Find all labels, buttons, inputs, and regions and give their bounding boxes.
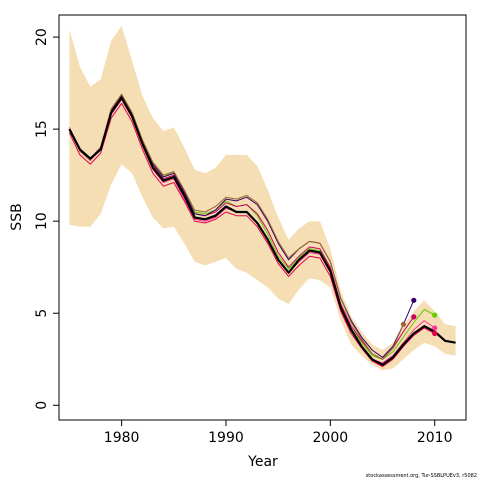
series-endpoint-retro-5 [411,297,417,303]
series-line-retro-6 [68,93,404,360]
confidence-band [69,26,456,371]
x-axis-label: Year [247,454,278,470]
axis-layer: 1980 1990 2000 2010 0 5 10 15 20 [34,28,453,446]
series-endpoint-retro-2 [432,325,438,331]
x-tick-label: 2000 [313,430,349,446]
y-tick-label: 5 [34,309,50,318]
y-tick-label: 0 [34,401,50,410]
y-tick-label: 10 [34,212,50,230]
x-tick-label: 1980 [104,430,140,446]
series-endpoint-retro-4 [411,314,417,320]
series-endpoint-retro-6 [400,321,406,327]
y-axis-label: SSB [9,203,25,230]
series-line-main [68,96,456,366]
y-tick-label: 15 [34,120,50,138]
series-line-retro-1 [68,102,435,368]
series-endpoint-retro-3 [432,312,438,318]
series-layer [68,93,456,368]
x-tick-label: 1990 [208,430,244,446]
credit-text: stockassessment.org, Tur-SSBLPUEv3, r508… [366,473,477,479]
series-endpoint-retro-1 [432,330,438,337]
x-tick-label: 2010 [417,430,453,446]
terminal-point-layer [400,297,438,337]
confidence-band-layer [69,26,456,371]
y-tick-label: 20 [34,28,50,46]
